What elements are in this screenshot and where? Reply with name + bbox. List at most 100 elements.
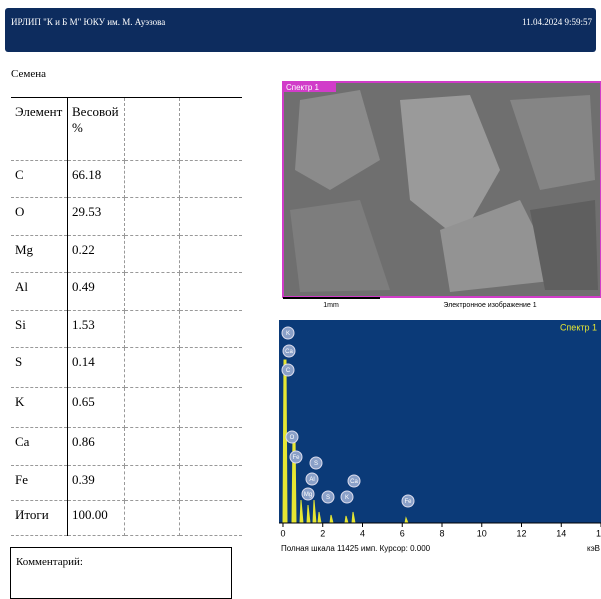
peak-marker xyxy=(347,474,361,488)
peak-marker xyxy=(281,363,295,377)
empty-cell xyxy=(179,97,242,161)
x-tick-label: 6 xyxy=(400,528,405,538)
comment-label: Комментарий: xyxy=(16,556,83,568)
table-row: O 29.53 xyxy=(11,197,242,236)
table-cell: 0.22 xyxy=(67,235,125,273)
spectrum: Спектр 1 Полная шкала 11425 имп. Курсор:… xyxy=(279,320,601,553)
peak-marker xyxy=(285,430,299,444)
empty-cell xyxy=(124,427,180,466)
table-cell: 0.65 xyxy=(67,387,125,428)
peak-marker xyxy=(281,326,295,340)
table-row: K 0.65 xyxy=(11,387,242,428)
empty-cell xyxy=(179,272,242,311)
spectrum-label: Спектр 1 xyxy=(560,322,597,332)
peak-marker xyxy=(309,456,323,470)
table-row: Итоги 100.00 xyxy=(11,500,242,536)
empty-cell xyxy=(124,272,180,311)
peak-marker xyxy=(301,487,315,501)
scale-text: 1mm xyxy=(323,302,339,309)
table-cell: Fe xyxy=(11,465,68,501)
peak-label: Mg xyxy=(304,492,312,498)
empty-cell xyxy=(179,387,242,428)
particle xyxy=(295,90,380,190)
table-row: C 66.18 xyxy=(11,160,242,198)
peak-marker xyxy=(282,344,296,358)
empty-cell xyxy=(179,310,242,348)
column-header: Элемент xyxy=(11,97,68,161)
org: ИРЛИП "К и Б М" ЮКУ им. М. Ауэзова xyxy=(11,17,166,27)
table-cell: C xyxy=(11,160,68,198)
empty-cell xyxy=(124,387,180,428)
x-tick-label: 0 xyxy=(280,528,285,538)
spectrum-footer: Полная шкала 11425 имп. Курсор: 0.000 xyxy=(281,544,431,553)
empty-cell xyxy=(124,310,180,348)
table-cell: Si xyxy=(11,310,68,348)
column-header: Весовой % xyxy=(67,97,125,161)
x-tick-label: 8 xyxy=(439,528,444,538)
peak-marker xyxy=(401,494,415,508)
sem-caption: Электронное изображение 1 xyxy=(443,301,536,309)
peak-label: K xyxy=(286,331,290,337)
peak-label: S xyxy=(314,461,318,467)
sem-image: Спектр 1 1mm Электронное изображение 1 xyxy=(282,81,601,309)
peak-label: C xyxy=(286,368,291,374)
table-cell: 0.39 xyxy=(67,465,125,501)
table-cell: 29.53 xyxy=(67,197,125,236)
table-cell: 0.14 xyxy=(67,347,125,388)
particle xyxy=(530,200,598,290)
empty-cell xyxy=(179,235,242,273)
table-cell: O xyxy=(11,197,68,236)
table-cell: K xyxy=(11,387,68,428)
particle xyxy=(510,95,595,190)
peak-label: Ca xyxy=(350,479,358,485)
empty-cell xyxy=(124,500,180,536)
empty-cell xyxy=(124,347,180,388)
empty-cell xyxy=(124,97,180,161)
element-table: Элемент Весовой % C 66.18 O 29.53 Mg 0.22 Al 0.… xyxy=(11,97,242,536)
particle xyxy=(290,200,390,292)
peak-label: K xyxy=(345,495,349,501)
table-cell: Ca xyxy=(11,427,68,466)
unit: кэВ xyxy=(587,544,600,553)
sem-label: Спектр 1 xyxy=(286,83,319,92)
empty-cell xyxy=(179,160,242,198)
empty-cell xyxy=(179,465,242,501)
x-tick-label: 14 xyxy=(556,528,566,538)
header-bar: ИРЛИП "К и Б М" ЮКУ им. М. Ауэзова 11.04… xyxy=(5,8,596,52)
x-tick-label: 2 xyxy=(320,528,325,538)
table-row: S 0.14 xyxy=(11,347,242,388)
table-cell: 66.18 xyxy=(67,160,125,198)
empty-cell xyxy=(124,235,180,273)
x-tick-label: 16 xyxy=(596,528,601,538)
table-cell: 0.49 xyxy=(67,272,125,311)
peak-label: Fe xyxy=(404,499,412,505)
peak-label: Al xyxy=(309,477,314,483)
empty-cell xyxy=(124,160,180,198)
table-row: Si 1.53 xyxy=(11,310,242,348)
peak-label: Ca xyxy=(285,349,293,355)
x-tick-label: 10 xyxy=(477,528,487,538)
spectrum-bg xyxy=(279,320,601,523)
sem-label-bg xyxy=(284,83,336,92)
x-tick-label: 12 xyxy=(517,528,527,538)
empty-cell xyxy=(179,500,242,536)
empty-cell xyxy=(124,465,180,501)
particle xyxy=(400,95,500,240)
peak-marker xyxy=(340,490,354,504)
empty-cell xyxy=(179,427,242,466)
table-cell: 1.53 xyxy=(67,310,125,348)
peak-marker xyxy=(289,450,303,464)
x-tick-label: 4 xyxy=(360,528,365,538)
table-row: Mg 0.22 xyxy=(11,235,242,273)
empty-cell xyxy=(179,197,242,236)
table-cell: Итоги xyxy=(11,500,68,536)
table-cell: S xyxy=(11,347,68,388)
table-row: Al 0.49 xyxy=(11,272,242,311)
peak-label: O xyxy=(290,435,295,441)
peak-marker xyxy=(305,472,319,486)
particle xyxy=(440,200,560,292)
empty-cell xyxy=(179,347,242,388)
table-cell: 0.86 xyxy=(67,427,125,466)
table-cell: 100.00 xyxy=(67,500,125,536)
